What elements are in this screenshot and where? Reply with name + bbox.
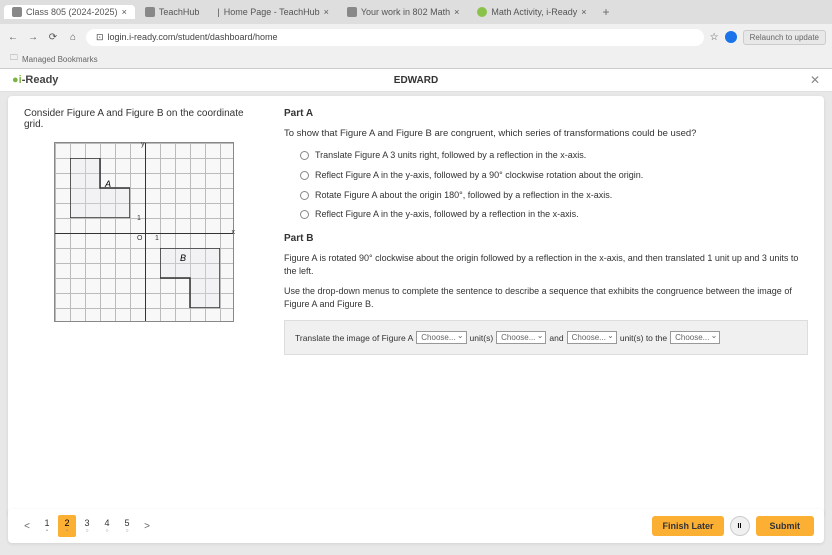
option-row[interactable]: Reflect Figure A in the y-axis, followed…: [300, 170, 808, 182]
app-header: ●i-Ready EDWARD ✕: [0, 69, 832, 92]
page-5[interactable]: 5○: [118, 515, 136, 537]
x-axis-label: x: [232, 229, 236, 236]
back-button[interactable]: ←: [6, 30, 20, 44]
figure-b-label: B: [180, 253, 186, 263]
address-bar[interactable]: ⊡login.i-ready.com/student/dashboard/hom…: [86, 29, 704, 46]
tick-label: 1: [137, 215, 141, 222]
browser-tab[interactable]: Your work in 802 Math×: [339, 5, 467, 19]
browser-tab[interactable]: TeachHub: [137, 5, 208, 19]
prev-page-button[interactable]: <: [18, 515, 36, 537]
new-tab-button[interactable]: +: [596, 5, 615, 19]
part-a-header: Part A: [284, 108, 808, 119]
radio-icon[interactable]: [300, 191, 309, 200]
student-name: EDWARD: [394, 75, 438, 86]
part-b-text1: Figure A is rotated 90° clockwise about …: [284, 252, 808, 277]
browser-tab[interactable]: Math Activity, i-Ready×: [469, 5, 594, 19]
forward-button[interactable]: →: [26, 30, 40, 44]
option-row[interactable]: Reflect Figure A in the y-axis, followed…: [300, 209, 808, 221]
option-row[interactable]: Translate Figure A 3 units right, follow…: [300, 150, 808, 162]
bookmark-icon[interactable]: ☆: [710, 32, 719, 43]
figure-a: [70, 158, 130, 218]
browser-tabs: Class 805 (2024-2025)× TeachHub |Home Pa…: [0, 0, 832, 24]
dropdown-3[interactable]: Choose...: [567, 331, 617, 344]
managed-bookmarks[interactable]: Managed Bookmarks: [22, 55, 98, 64]
figure-b: [160, 248, 220, 308]
browser-tab[interactable]: |Home Page - TeachHub×: [209, 5, 337, 19]
radio-icon[interactable]: [300, 210, 309, 219]
part-b-text2: Use the drop-down menus to complete the …: [284, 285, 808, 310]
content-area: Consider Figure A and Figure B on the co…: [8, 96, 824, 516]
pause-button[interactable]: II: [730, 516, 750, 536]
figure-a-label: A: [105, 179, 111, 189]
close-icon[interactable]: ✕: [810, 73, 820, 87]
iready-logo: ●i-Ready: [12, 74, 58, 86]
pager: < 1• 2• 3○ 4○ 5○ >: [18, 515, 156, 537]
submit-button[interactable]: Submit: [756, 516, 815, 536]
page-1[interactable]: 1•: [38, 515, 56, 537]
finish-later-button[interactable]: Finish Later: [652, 516, 723, 536]
coordinate-grid: y x O 1 1 A B: [54, 142, 234, 322]
page-3[interactable]: 3○: [78, 515, 96, 537]
tick-label: 1: [155, 235, 159, 242]
part-b-header: Part B: [284, 233, 808, 244]
page-2[interactable]: 2•: [58, 515, 76, 537]
dropdown-sentence: Translate the image of Figure A Choose..…: [284, 320, 808, 355]
footer-bar: < 1• 2• 3○ 4○ 5○ > Finish Later II Submi…: [8, 509, 824, 543]
option-row[interactable]: Rotate Figure A about the origin 180°, f…: [300, 190, 808, 202]
relaunch-button[interactable]: Relaunch to update: [743, 30, 826, 45]
dropdown-1[interactable]: Choose...: [416, 331, 466, 344]
radio-icon[interactable]: [300, 171, 309, 180]
y-axis-label: y: [141, 141, 145, 148]
page-4[interactable]: 4○: [98, 515, 116, 537]
browser-tab[interactable]: Class 805 (2024-2025)×: [4, 5, 135, 19]
home-button[interactable]: ⌂: [66, 30, 80, 44]
part-a-text: To show that Figure A and Figure B are c…: [284, 127, 808, 140]
reload-button[interactable]: ⟳: [46, 30, 60, 44]
bookmarks-bar: 🗀 Managed Bookmarks: [0, 50, 832, 68]
radio-icon[interactable]: [300, 151, 309, 160]
dropdown-2[interactable]: Choose...: [496, 331, 546, 344]
origin-label: O: [137, 235, 142, 242]
next-page-button[interactable]: >: [138, 515, 156, 537]
question-prompt: Consider Figure A and Figure B on the co…: [24, 108, 264, 130]
folder-icon: 🗀: [10, 52, 18, 66]
dropdown-4[interactable]: Choose...: [670, 331, 720, 344]
profile-icon[interactable]: [725, 31, 737, 43]
